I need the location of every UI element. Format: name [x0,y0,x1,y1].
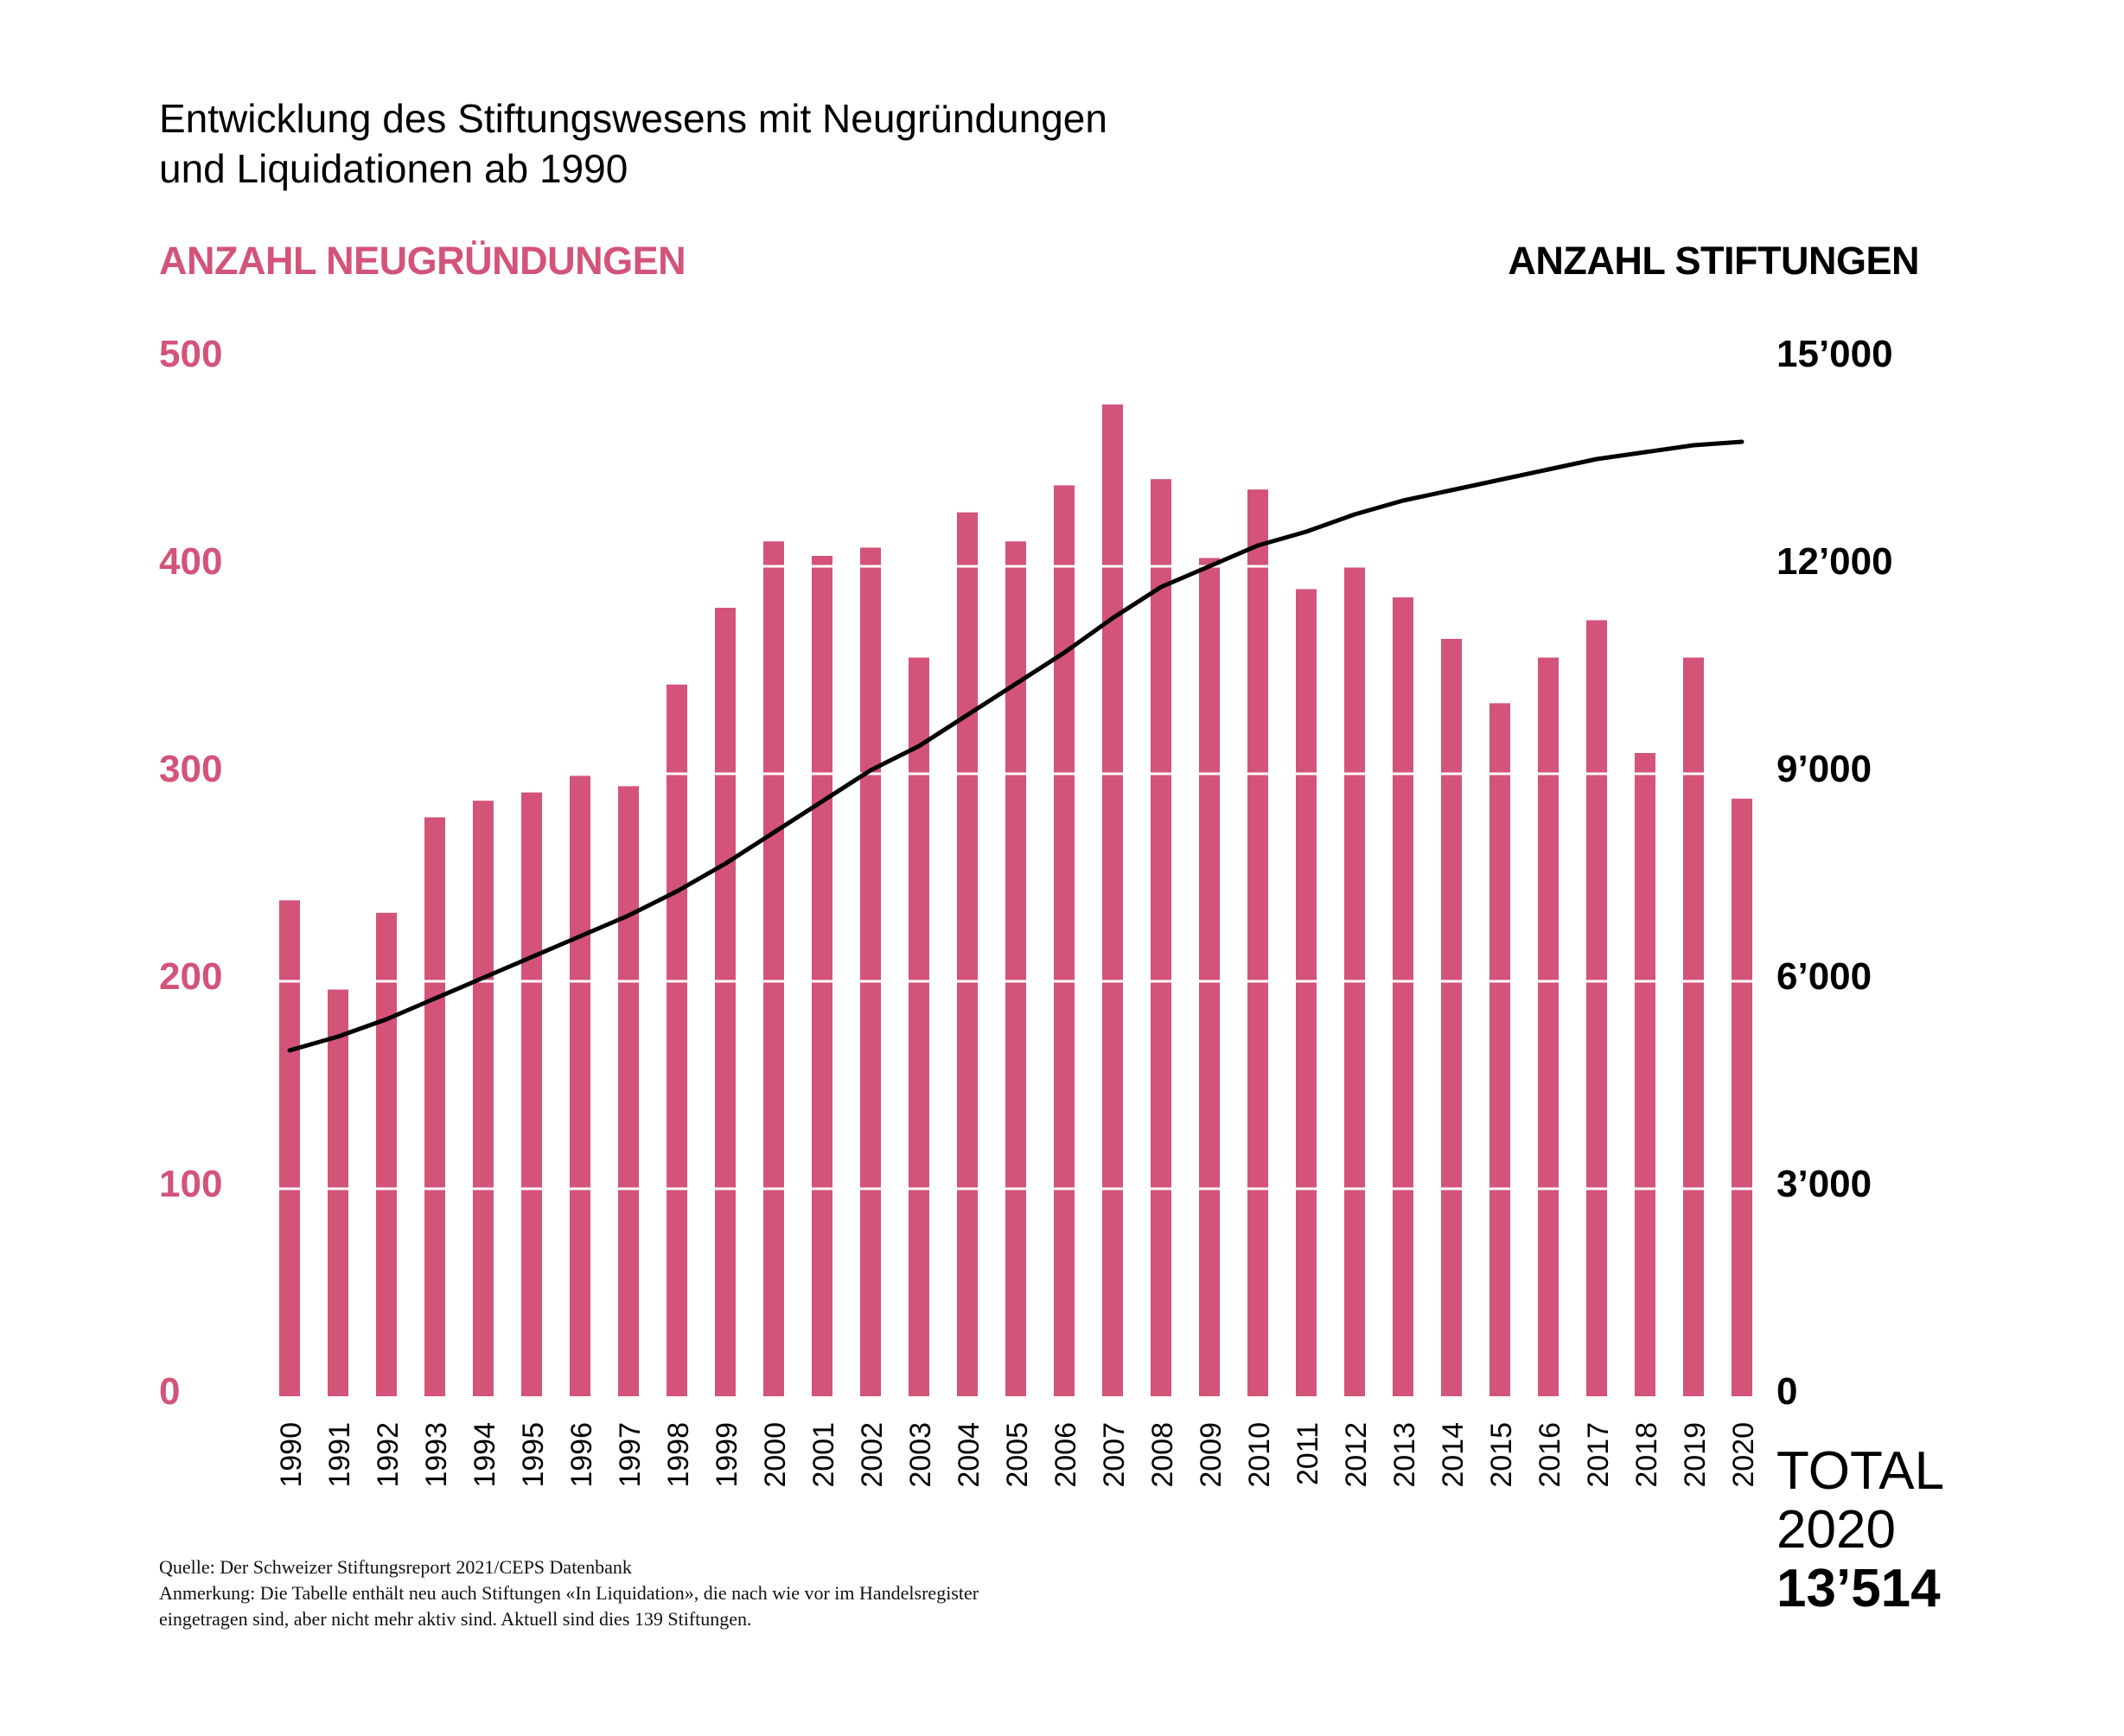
bar-2020 [1732,798,1752,1396]
x-tick-label: 2018 [1630,1422,1663,1488]
left-tick-label: 300 [159,748,223,790]
x-tick-label: 1995 [517,1422,550,1488]
x-tick-label: 2004 [953,1422,985,1488]
x-tick-label: 1996 [565,1422,598,1488]
x-tick-label: 2019 [1679,1422,1712,1488]
note-line: eingetragen sind, aber nicht mehr aktiv … [159,1608,752,1630]
bar-1999 [715,608,736,1396]
x-tick-label: 2002 [856,1422,889,1488]
left-axis-title: ANZAHL NEUGRÜNDUNGEN [159,239,686,283]
bar-1990 [279,900,300,1396]
left-tick-label: 200 [159,955,223,998]
x-tick-label: 1997 [614,1422,647,1488]
bar-2002 [860,547,881,1396]
total-box: TOTAL 2020 13’514 [1776,1442,1944,1618]
x-tick-label: 2006 [1049,1422,1082,1488]
bar-1994 [473,801,494,1396]
right-tick-label: 12’000 [1776,540,1893,583]
right-tick-label: 6’000 [1776,955,1872,998]
bar-2015 [1489,703,1510,1396]
bar-2017 [1586,620,1607,1396]
x-tick-label: 2017 [1582,1422,1615,1488]
x-tick-label: 2012 [1340,1422,1373,1488]
bar-2009 [1199,558,1220,1396]
x-tick-label: 2007 [1098,1422,1131,1488]
bar-2019 [1683,657,1704,1396]
right-tick-label: 0 [1776,1370,1798,1413]
left-tick-label: 100 [159,1163,223,1205]
line-series-stiftungen [287,439,1744,1053]
x-tick-label: 2020 [1727,1422,1760,1488]
left-tick-label: 500 [159,333,223,375]
x-tick-label: 2008 [1146,1422,1179,1488]
x-tick-label: 2000 [759,1422,792,1488]
left-tick-label: 400 [159,540,223,583]
note-line: Anmerkung: Die Tabelle enthält neu auch … [159,1582,979,1604]
bar-2003 [909,657,929,1396]
x-tick-label: 2013 [1388,1422,1421,1488]
bar-2016 [1538,657,1559,1396]
total-year: 2020 [1776,1500,1896,1560]
source-line: Quelle: Der Schweizer Stiftungsreport 20… [159,1556,632,1578]
x-tick-label: 1993 [420,1422,453,1488]
right-axis-title: ANZAHL STIFTUNGEN [1508,239,1919,283]
x-tick-label: 2003 [904,1422,937,1488]
x-tick-label: 2014 [1437,1422,1470,1488]
bar-2014 [1441,639,1462,1396]
bar-1998 [667,684,687,1396]
x-tick-label: 2011 [1292,1422,1324,1485]
bar-2007 [1102,404,1123,1396]
right-tick-label: 3’000 [1776,1163,1872,1205]
x-tick-label: 2016 [1534,1422,1566,1488]
bar-1997 [618,786,639,1396]
x-tick-label: 1992 [372,1422,405,1488]
total-label: TOTAL [1776,1441,1945,1501]
x-tick-label: 1999 [711,1422,743,1488]
bar-2018 [1635,753,1655,1396]
x-tick-label: 1994 [469,1422,501,1488]
x-tick-label: 1998 [662,1422,695,1488]
x-tick-label: 2001 [807,1422,840,1488]
bar-2008 [1151,479,1171,1397]
total-value: 13’514 [1776,1559,1941,1618]
bar-2001 [812,556,832,1396]
bar-1991 [328,989,348,1396]
bar-1995 [521,792,542,1396]
bar-2011 [1296,589,1317,1396]
right-tick-label: 15’000 [1776,333,1893,375]
bar-1993 [424,817,445,1396]
x-tick-label: 1990 [275,1422,308,1488]
bar-2004 [957,512,978,1396]
bar-2010 [1247,489,1268,1397]
bar-2005 [1005,541,1026,1396]
x-tick-label: 2009 [1195,1422,1228,1488]
x-tick-label: 2010 [1243,1422,1276,1488]
x-tick-label: 1991 [323,1422,356,1488]
bar-1996 [570,775,590,1396]
chart-title-line-1: Entwicklung des Stiftungswesens mit Neug… [159,96,1107,141]
bar-2013 [1393,597,1413,1396]
source-notes: Quelle: Der Schweizer Stiftungsreport 20… [159,1554,1196,1632]
bar-2000 [763,541,784,1396]
x-tick-label: 2015 [1485,1422,1518,1488]
chart-title-line-2: und Liquidationen ab 1990 [159,146,628,191]
right-tick-label: 9’000 [1776,748,1872,790]
bar-1992 [376,912,397,1396]
bar-2006 [1054,485,1075,1396]
left-tick-label: 0 [159,1370,181,1413]
x-tick-label: 2005 [1001,1422,1034,1488]
chart-title: Entwicklung des Stiftungswesens mit Neug… [159,93,1283,194]
